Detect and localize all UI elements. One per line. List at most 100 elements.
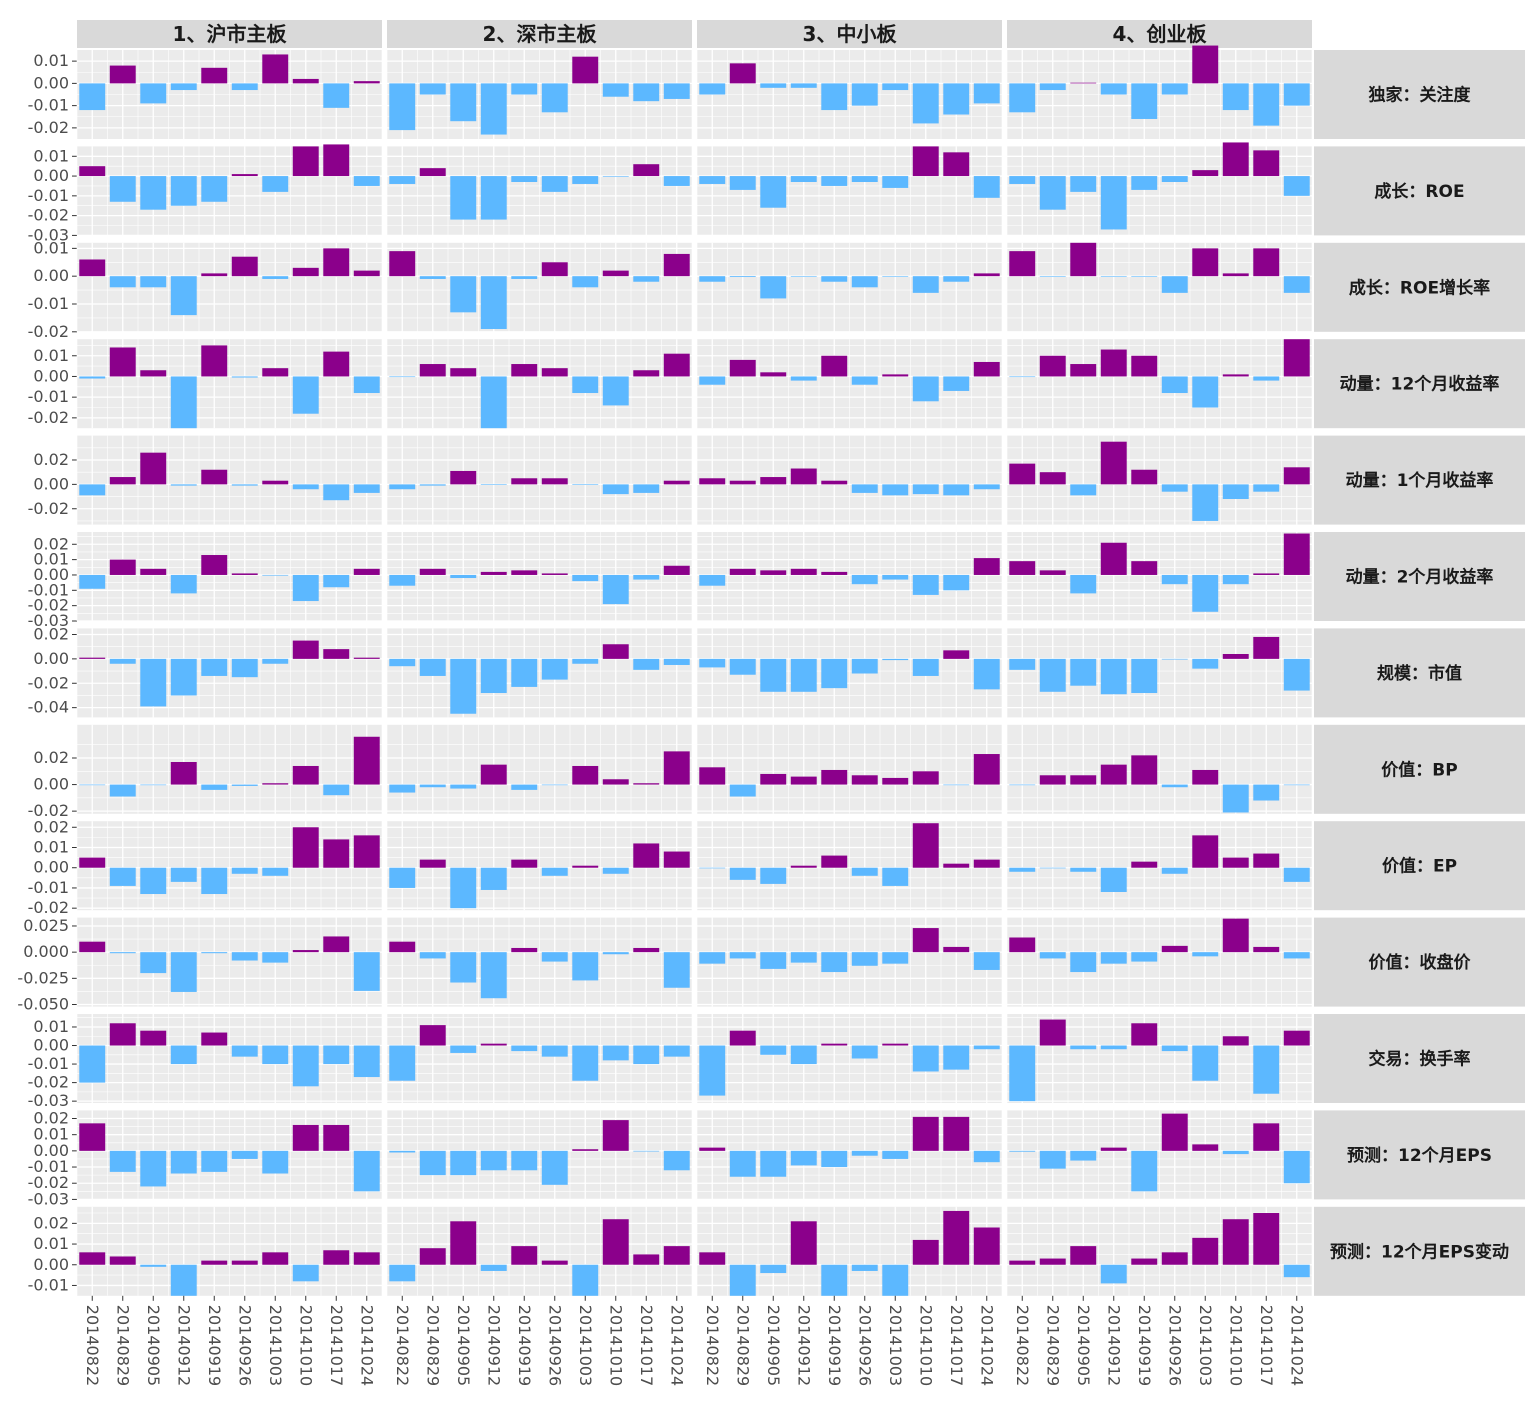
bar (663, 176, 690, 186)
facet-panel (696, 1014, 1003, 1103)
facet-panel (696, 339, 1003, 429)
bar (1222, 1150, 1249, 1155)
bar (851, 484, 878, 493)
bar (1100, 349, 1127, 377)
bar (663, 353, 690, 377)
x-tick-label: 20141024 (1287, 1305, 1306, 1386)
bar (663, 1045, 690, 1057)
bar (1283, 867, 1310, 882)
facet-panel (76, 724, 383, 814)
bar (760, 372, 787, 377)
bar (231, 952, 258, 961)
bar (1283, 176, 1310, 196)
bar (882, 777, 909, 785)
bar (1070, 242, 1097, 277)
bar (572, 56, 599, 84)
bar (1283, 1264, 1310, 1278)
bar (231, 484, 258, 486)
row-strip-13 (1314, 1206, 1525, 1296)
bar (1192, 952, 1219, 957)
bar (1009, 867, 1036, 872)
bar (1039, 83, 1066, 91)
bar (943, 1116, 970, 1151)
facet-panel (76, 50, 383, 139)
bar (790, 276, 817, 277)
y-tick-label: 0.00 (33, 73, 69, 92)
bar (323, 1045, 350, 1065)
bar (699, 1252, 726, 1265)
bar (633, 276, 660, 282)
bar (699, 276, 726, 282)
bar (882, 574, 909, 580)
bar (1039, 472, 1066, 485)
bar (292, 78, 319, 84)
bar (450, 176, 477, 220)
row-strip-7 (1314, 628, 1525, 718)
bar (292, 1264, 319, 1282)
y-tick-label: 0.02 (33, 534, 69, 553)
bar (262, 867, 289, 876)
x-tick-label: 20141003 (886, 1305, 905, 1386)
bar (1131, 355, 1158, 377)
bar (602, 270, 629, 277)
bar (760, 83, 787, 88)
y-tick-label: 0.01 (33, 146, 69, 165)
x-tick-label: 20140905 (1074, 1305, 1093, 1386)
bar (201, 1150, 228, 1172)
row-strip-9 (1314, 821, 1525, 911)
y-tick-label: -0.01 (28, 186, 69, 205)
bar (450, 867, 477, 909)
bar (790, 376, 817, 381)
y-tick-label: 0.00 (33, 1141, 69, 1160)
bar (353, 657, 380, 659)
bar (1222, 574, 1249, 585)
bar (353, 736, 380, 785)
facet-panel (76, 917, 383, 1007)
bar (821, 571, 848, 575)
bar (419, 568, 446, 575)
x-tick-label: 20141017 (1257, 1305, 1276, 1386)
bar (1161, 945, 1188, 953)
bar (419, 1025, 446, 1046)
bar (1253, 376, 1280, 381)
bar (262, 176, 289, 192)
facet-panel (696, 50, 1003, 139)
bar (323, 574, 350, 588)
y-tick-label: 0.01 (33, 51, 69, 70)
bar (1222, 857, 1249, 868)
bar (353, 1045, 380, 1078)
bar (480, 1150, 507, 1171)
bar (1100, 83, 1127, 95)
facet-panel (386, 628, 693, 718)
bar (353, 952, 380, 991)
bar (511, 276, 538, 279)
bar (201, 176, 228, 202)
bar (851, 376, 878, 385)
bar (602, 867, 629, 874)
bar (170, 176, 197, 206)
bar (1100, 441, 1127, 485)
bar (480, 376, 507, 429)
y-tick-label: 0.02 (33, 1213, 69, 1232)
bar (882, 867, 909, 886)
bar (729, 658, 756, 675)
bar (389, 1264, 416, 1282)
bar (511, 784, 538, 790)
bar (201, 952, 228, 954)
bar (1131, 1023, 1158, 1046)
x-tick-label: 20141017 (637, 1305, 656, 1386)
bar (353, 1252, 380, 1265)
facet-panel (1006, 435, 1313, 525)
bar (663, 83, 690, 99)
bar (1192, 376, 1219, 408)
bar (511, 1045, 538, 1052)
y-tick-label: -0.02 (28, 118, 69, 137)
bar (1039, 570, 1066, 575)
facet-panel (76, 339, 383, 429)
facet-panel (696, 821, 1003, 911)
x-tick-label: 20140822 (393, 1305, 412, 1386)
x-tick-label: 20141003 (1196, 1305, 1215, 1386)
bar (851, 1264, 878, 1271)
y-tick-label: -0.01 (28, 387, 69, 406)
bar (353, 176, 380, 186)
